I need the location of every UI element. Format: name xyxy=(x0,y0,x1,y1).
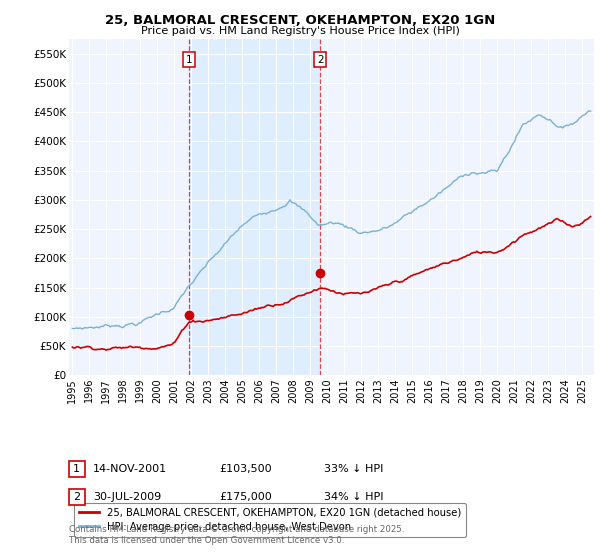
Text: Contains HM Land Registry data © Crown copyright and database right 2025.
This d: Contains HM Land Registry data © Crown c… xyxy=(69,525,404,545)
Text: 2: 2 xyxy=(73,492,80,502)
Text: £175,000: £175,000 xyxy=(219,492,272,502)
Text: 30-JUL-2009: 30-JUL-2009 xyxy=(93,492,161,502)
Text: 34% ↓ HPI: 34% ↓ HPI xyxy=(324,492,383,502)
Text: 2: 2 xyxy=(317,55,323,64)
Text: 14-NOV-2001: 14-NOV-2001 xyxy=(93,464,167,474)
Legend: 25, BALMORAL CRESCENT, OKEHAMPTON, EX20 1GN (detached house), HPI: Average price: 25, BALMORAL CRESCENT, OKEHAMPTON, EX20 … xyxy=(74,503,466,537)
Text: 33% ↓ HPI: 33% ↓ HPI xyxy=(324,464,383,474)
Bar xyxy=(189,39,320,375)
Text: £103,500: £103,500 xyxy=(219,464,272,474)
Text: 1: 1 xyxy=(186,55,193,64)
Text: 25, BALMORAL CRESCENT, OKEHAMPTON, EX20 1GN: 25, BALMORAL CRESCENT, OKEHAMPTON, EX20 … xyxy=(105,14,495,27)
Text: 1: 1 xyxy=(73,464,80,474)
Text: Price paid vs. HM Land Registry's House Price Index (HPI): Price paid vs. HM Land Registry's House … xyxy=(140,26,460,36)
